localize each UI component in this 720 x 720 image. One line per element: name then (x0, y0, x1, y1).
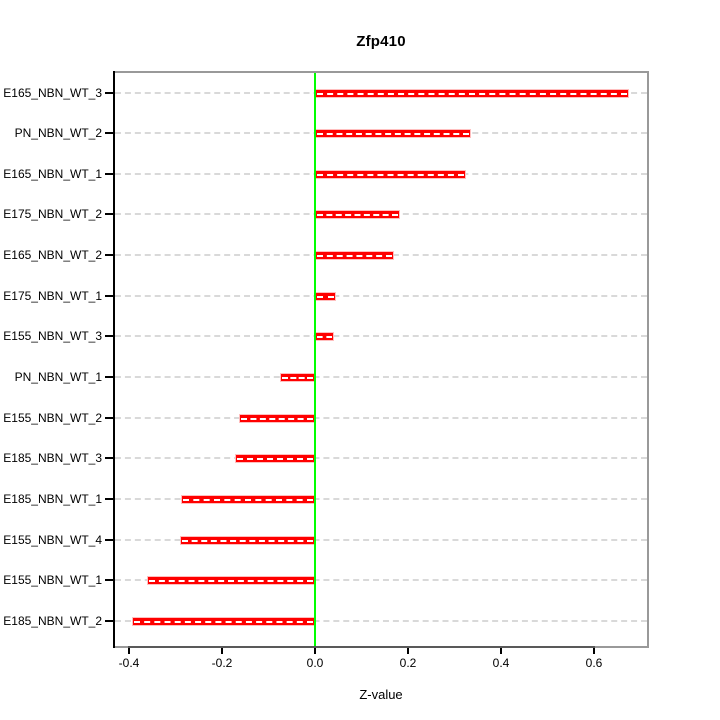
bar (147, 576, 315, 585)
bar (280, 373, 315, 382)
plot-box-right (647, 71, 649, 648)
y-axis-label: E165_NBN_WT_2 (3, 248, 102, 262)
row-guide-line (115, 417, 647, 419)
x-axis-tick-label: 0.0 (306, 656, 324, 670)
bar-center-dash (149, 579, 313, 582)
bar-center-dash (317, 132, 469, 135)
y-axis-line (113, 71, 115, 648)
y-axis-tick (105, 132, 113, 134)
y-axis-label: E155_NBN_WT_3 (3, 329, 102, 343)
bar (315, 292, 336, 301)
plot-box-top (113, 71, 649, 73)
bar-center-dash (241, 417, 313, 420)
bar-center-dash (134, 620, 313, 623)
chart-title: Zfp410 (356, 33, 406, 50)
y-axis-label: E155_NBN_WT_1 (3, 573, 102, 587)
y-axis-tick (105, 254, 113, 256)
bar-center-dash (183, 498, 313, 501)
y-axis-tick (105, 417, 113, 419)
bar-center-dash (317, 254, 392, 257)
y-axis-label: E185_NBN_WT_3 (3, 451, 102, 465)
y-axis-tick (105, 539, 113, 541)
bar (315, 129, 471, 138)
y-axis-label: E155_NBN_WT_2 (3, 411, 102, 425)
x-axis-tick-label: 0.2 (399, 656, 417, 670)
row-guide-line (115, 579, 647, 581)
bar (239, 414, 315, 423)
x-axis-tick-label: 0.4 (492, 656, 510, 670)
row-guide-line (115, 335, 647, 337)
x-axis-tick (221, 648, 223, 654)
bar-center-dash (282, 376, 313, 379)
y-axis-label: PN_NBN_WT_2 (14, 126, 102, 140)
bar (315, 210, 400, 219)
row-guide-line (115, 376, 647, 378)
bar (315, 89, 629, 98)
bar-center-dash (182, 539, 313, 542)
y-axis-label: E165_NBN_WT_3 (3, 86, 102, 100)
bar (315, 332, 334, 341)
x-axis-tick-label: -0.2 (211, 656, 233, 670)
row-guide-line (115, 620, 647, 622)
bar (180, 536, 315, 545)
x-axis-tick-label: -0.4 (118, 656, 140, 670)
y-axis-label: E165_NBN_WT_1 (3, 167, 102, 181)
row-guide-line (115, 498, 647, 500)
x-axis-tick-label: 0.6 (585, 656, 603, 670)
bar-center-dash (237, 457, 313, 460)
bar-center-dash (317, 213, 398, 216)
row-guide-line (115, 295, 647, 297)
y-axis-label: PN_NBN_WT_1 (14, 370, 102, 384)
y-axis-label: E175_NBN_WT_2 (3, 207, 102, 221)
x-axis-line (128, 646, 595, 648)
y-axis-label: E155_NBN_WT_4 (3, 533, 102, 547)
bar (181, 495, 315, 504)
bar (235, 454, 315, 463)
y-axis-tick (105, 376, 113, 378)
y-axis-tick (105, 213, 113, 215)
x-axis-tick (407, 648, 409, 654)
x-axis-tick (500, 648, 502, 654)
bar-center-dash (317, 335, 332, 338)
x-axis-tick (314, 648, 316, 654)
y-axis-tick (105, 335, 113, 337)
y-axis-tick (105, 579, 113, 581)
bar-center-dash (317, 295, 334, 298)
bar (315, 170, 466, 179)
y-axis-label: E185_NBN_WT_1 (3, 492, 102, 506)
bar-center-dash (317, 92, 627, 95)
y-axis-tick (105, 620, 113, 622)
bar-center-dash (317, 173, 464, 176)
y-axis-label: E185_NBN_WT_2 (3, 614, 102, 628)
bar (315, 251, 394, 260)
row-guide-line (115, 457, 647, 459)
y-axis-tick (105, 173, 113, 175)
zero-line (314, 73, 316, 646)
y-axis-label: E175_NBN_WT_1 (3, 289, 102, 303)
x-axis-tick (128, 648, 130, 654)
row-guide-line (115, 539, 647, 541)
y-axis-tick (105, 457, 113, 459)
y-axis-tick (105, 92, 113, 94)
y-axis-tick (105, 498, 113, 500)
x-axis-title: Z-value (359, 687, 403, 702)
y-axis-tick (105, 295, 113, 297)
x-axis-tick (593, 648, 595, 654)
bar (132, 617, 315, 626)
